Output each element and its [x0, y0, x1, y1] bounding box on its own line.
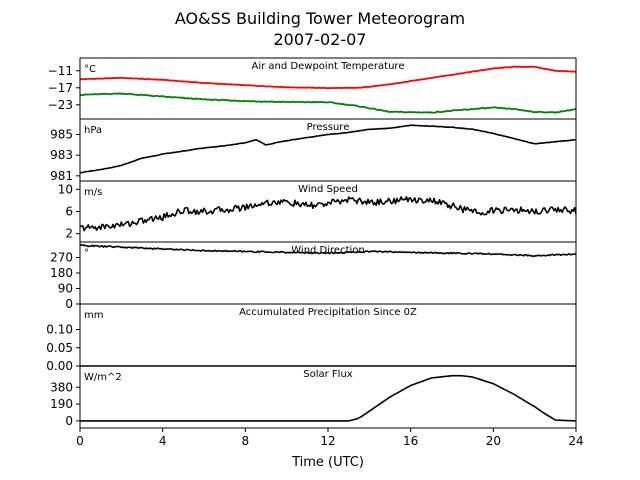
series-line-3-1 [79, 196, 577, 232]
y-tick-label: 981 [50, 169, 73, 183]
unit-label: °C [84, 64, 96, 75]
panel-3: 10 6 2 m/s Wind Speed [58, 180, 577, 243]
panels-group: −11 −17 −23 °C Air and Dewpoint Temperature 9… [46, 57, 577, 429]
x-tick-label: 12 [320, 434, 335, 448]
y-tick-label: 380 [50, 380, 73, 394]
y-tick-label: 90 [58, 282, 73, 296]
y-tick-label: 0.00 [46, 359, 73, 373]
series-line-2-1 [79, 124, 577, 174]
series-line-4-1 [79, 244, 577, 257]
x-tick-label: 16 [403, 434, 418, 448]
y-tick-label: 0 [65, 297, 73, 311]
y-tick-label: 6 [65, 205, 73, 219]
x-tick-label: 0 [76, 434, 84, 448]
series-line-1-2 [79, 92, 577, 114]
x-tick-label: 4 [159, 434, 167, 448]
series-line-1-1 [79, 65, 577, 90]
series-line-6-1 [80, 374, 577, 422]
y-tick-label: 0.10 [46, 323, 73, 337]
y-tick-label: −11 [48, 64, 73, 78]
y-tick-label: 190 [50, 397, 73, 411]
x-axis-label: Time (UTC) [291, 455, 364, 470]
chart-subtitle: 2007-02-07 [274, 30, 367, 49]
x-axis: 0 4 8 12 16 20 24 [76, 428, 584, 448]
y-tick-label: −17 [48, 81, 73, 95]
y-tick-label: 0 [65, 414, 73, 428]
panel-1: −11 −17 −23 °C Air and Dewpoint Temperature [48, 57, 577, 120]
x-tick-label: 8 [242, 434, 250, 448]
y-tick-label: 2 [65, 227, 73, 241]
panel-title: Accumulated Precipitation Since 0Z [239, 307, 417, 318]
panel-2: 985 983 981 hPa Pressure [50, 118, 577, 183]
y-tick-label: 270 [50, 251, 73, 265]
y-tick-label: 10 [58, 182, 73, 196]
panel-6: 380 190 0 W/m^2 Solar Flux [50, 365, 577, 429]
y-tick-label: 180 [50, 266, 73, 280]
y-tick-label: 985 [50, 128, 73, 142]
unit-label: m/s [84, 187, 102, 198]
unit-label: mm [84, 310, 103, 321]
y-tick-label: −23 [48, 98, 73, 112]
panel-title: Wind Direction [291, 245, 365, 256]
unit-label: hPa [84, 125, 102, 136]
panel-title: Pressure [307, 122, 350, 133]
y-tick-label: 0.05 [46, 341, 73, 355]
panel-title: Air and Dewpoint Temperature [252, 61, 405, 72]
x-tick-label: 20 [486, 434, 501, 448]
chart-title: AO&SS Building Tower Meteorogram [175, 9, 465, 28]
panel-5: 0.10 0.05 0.00 mm Accumulated Precipitation … [46, 303, 577, 373]
x-tick-label: 24 [568, 434, 583, 448]
y-tick-label: 983 [50, 148, 73, 162]
unit-label: W/m^2 [84, 372, 122, 383]
panel-title: Solar Flux [303, 369, 353, 380]
unit-label: ° [84, 248, 89, 259]
panel-title: Wind Speed [298, 184, 358, 195]
